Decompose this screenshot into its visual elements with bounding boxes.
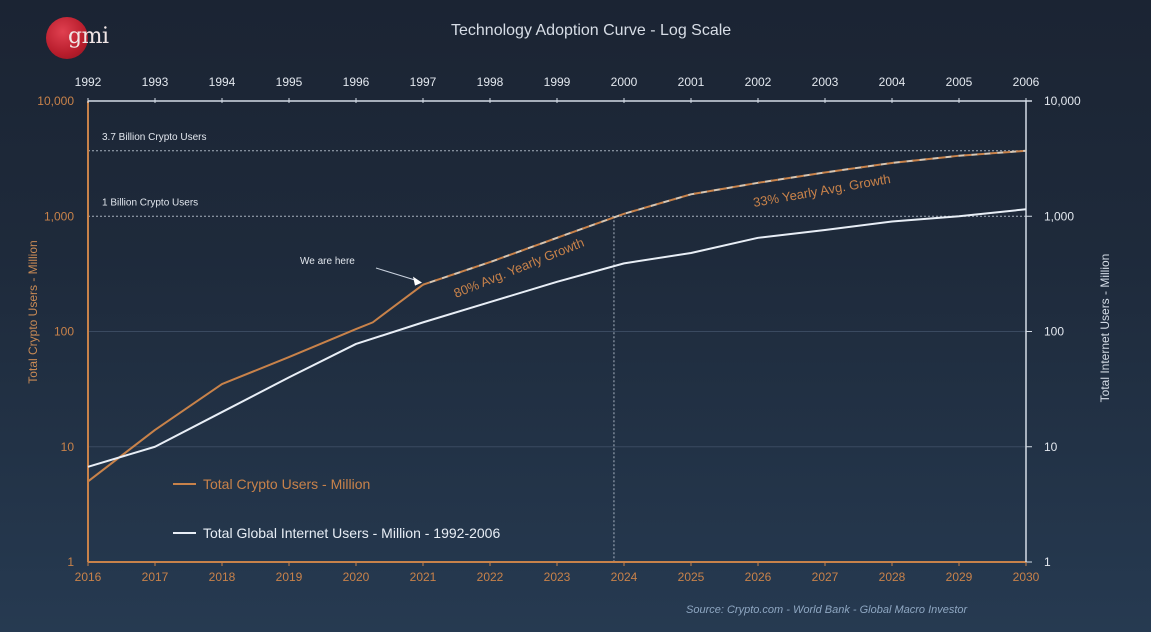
source-note: Source: Crypto.com - World Bank - Global… [686,604,968,616]
series-line-crypto [87,283,424,483]
x-bottom-tick-label: 2029 [946,570,973,584]
x-top-tick-label: 2003 [812,75,839,89]
x-bottom-tick-label: 2030 [1013,570,1040,584]
annotation-we-are-here: We are here [300,256,355,267]
reference-line-label: 3.7 Billion Crypto Users [102,132,206,143]
x-top-tick-label: 1996 [343,75,370,89]
x-top-tick-label: 2000 [611,75,638,89]
x-top-tick-label: 2006 [1013,75,1040,89]
reference-lines-layer: 3.7 Billion Crypto Users 1 Billion Crypto… [88,132,1026,562]
gmi-logo-circle [46,17,88,59]
x-bottom-tick-label: 2016 [75,570,102,584]
x-top-tick-label: 2001 [678,75,705,89]
y-left-tick-label: 100 [54,325,74,339]
x-bottom-tick-label: 2017 [142,570,169,584]
x-bottom-tick-label: 2024 [611,570,638,584]
x-top-tick-label: 1995 [276,75,303,89]
legend-label: Total Global Internet Users - Million - … [203,525,500,541]
x-bottom-tick-label: 2018 [209,570,236,584]
x-bottom-tick-label: 2025 [678,570,705,584]
x-top-tick-label: 2004 [879,75,906,89]
x-bottom-tick-label: 2020 [343,570,370,584]
x-top-tick-label: 2005 [946,75,973,89]
annotation-arrow-head [413,276,422,286]
x-top-tick-label: 1999 [544,75,571,89]
series-line-internet [87,208,1027,468]
x-bottom-tick-label: 2027 [812,570,839,584]
legend-label: Total Crypto Users - Million [203,476,370,492]
x-bottom-tick-label: 2019 [276,570,303,584]
x-bottom-tick-label: 2022 [477,570,504,584]
annotation-33-growth: 33% Yearly Avg. Growth [752,171,892,210]
x-top-tick-label: 1994 [209,75,236,89]
y-right-tick-label: 1,000 [1044,209,1074,223]
x-top-tick-label: 1998 [477,75,504,89]
y-left-tick-label: 1,000 [44,209,74,223]
x-bottom-tick-label: 2028 [879,570,906,584]
grid-layer [88,331,1026,448]
legend-layer: Total Crypto Users - Million Total Global… [173,476,500,541]
x-top-tick-label: 2002 [745,75,772,89]
annotation-arrow-line [375,267,418,282]
x-top-tick-label: 1992 [75,75,102,89]
y-right-tick-label: 1 [1044,555,1051,569]
y-left-tick-label: 1 [67,555,74,569]
axes-layer: 1 1 10 10 100 100 1,000 1,000 10,000 10,000 2016 19… [37,75,1081,584]
y-left-tick-label: 10,000 [37,94,74,108]
reference-line-label: 1 Billion Crypto Users [102,197,198,208]
series-line-projection [422,149,1027,286]
x-top-tick-label: 1997 [410,75,437,89]
series-layer [87,149,1027,483]
y-right-tick-label: 10 [1044,440,1058,454]
y-left-tick-label: 10 [61,440,75,454]
y-right-tick-label: 10,000 [1044,94,1081,108]
x-bottom-tick-label: 2026 [745,570,772,584]
x-bottom-tick-label: 2023 [544,570,571,584]
x-bottom-tick-label: 2021 [410,570,437,584]
x-top-tick-label: 1993 [142,75,169,89]
y-right-tick-label: 100 [1044,325,1064,339]
chart-title: Technology Adoption Curve - Log Scale [451,22,732,39]
gmi-logo-text: gmi [68,24,109,49]
